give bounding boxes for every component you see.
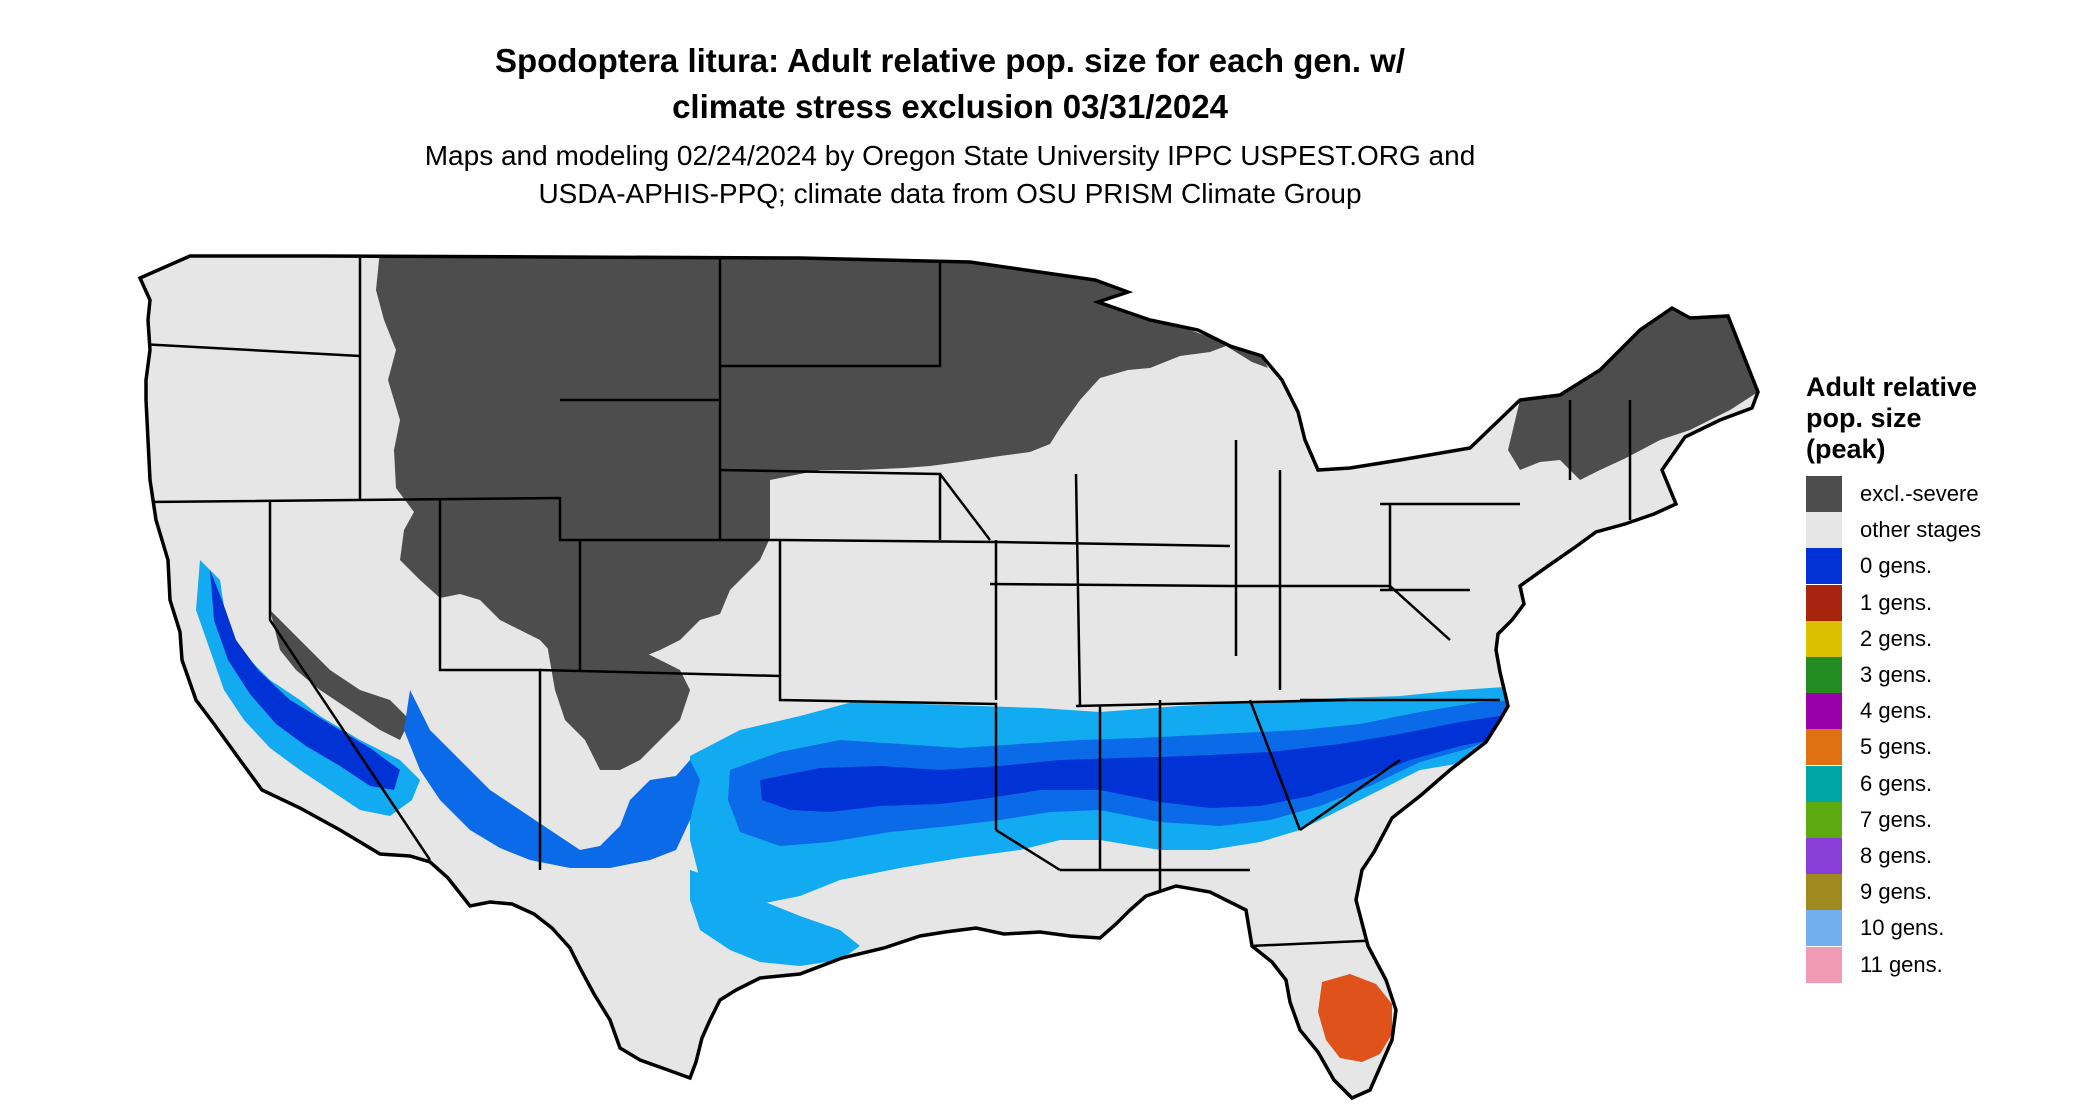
gens0-band-dark bbox=[760, 716, 1500, 812]
legend-title-line-1: Adult relative bbox=[1806, 372, 1978, 402]
us-map bbox=[138, 254, 1760, 1100]
legend-swatch bbox=[1806, 657, 1842, 693]
legend-label: 3 gens. bbox=[1860, 662, 1933, 687]
legend-label: excl.-severe bbox=[1860, 481, 1979, 506]
legend-swatch bbox=[1806, 838, 1842, 874]
legend-swatch bbox=[1806, 946, 1842, 983]
legend-swatch bbox=[1806, 801, 1842, 838]
gens0-california-dark bbox=[210, 570, 400, 790]
subtitle-line-2: USDA-APHIS-PPQ; climate data from OSU PR… bbox=[538, 178, 1362, 209]
legend-label: 7 gens. bbox=[1860, 806, 1933, 832]
exclusion-region-west bbox=[548, 580, 690, 770]
subtitle-line-1: Maps and modeling 02/24/2024 by Oregon S… bbox=[424, 140, 1476, 171]
map-subtitle: Maps and modeling 02/24/2024 by Oregon S… bbox=[0, 137, 1900, 213]
legend-swatch bbox=[1806, 476, 1842, 512]
legend-title: Adult relative pop. size (peak) bbox=[1806, 372, 1977, 465]
legend-swatch bbox=[1806, 584, 1842, 621]
legend-swatch bbox=[1806, 548, 1842, 585]
map-layers bbox=[140, 256, 1758, 1068]
exclusion-region-northeast bbox=[1508, 308, 1758, 480]
florida-orange-region bbox=[1318, 974, 1392, 1062]
legend-swatch bbox=[1806, 765, 1842, 802]
legend-label: 10 gens. bbox=[1860, 915, 1945, 941]
legend-label: 8 gens. bbox=[1860, 843, 1933, 868]
legend-label: 1 gens. bbox=[1860, 589, 1933, 615]
legend-title-line-2: pop. size bbox=[1806, 403, 1922, 433]
state-boundaries bbox=[140, 256, 1632, 948]
legend-label: 2 gens. bbox=[1860, 625, 1933, 651]
exclusion-region-north bbox=[376, 256, 1268, 686]
title-line-1: Spodoptera litura: Adult relative pop. s… bbox=[494, 42, 1406, 79]
legend-label: 5 gens. bbox=[1860, 734, 1933, 760]
legend-label: 11 gens. bbox=[1860, 951, 1943, 977]
legend-label: 4 gens. bbox=[1860, 698, 1933, 724]
legend-label: 0 gens. bbox=[1860, 553, 1933, 579]
legend-swatch bbox=[1806, 693, 1842, 730]
title-line-2: climate stress exclusion 03/31/2024 bbox=[672, 88, 1228, 125]
map-title: Spodoptera litura: Adult relative pop. s… bbox=[0, 38, 1900, 130]
legend-swatch bbox=[1806, 729, 1842, 766]
texas-orange-region bbox=[842, 1032, 904, 1068]
legend-label: other stages bbox=[1860, 517, 1982, 543]
gens0-southwest bbox=[404, 690, 700, 868]
gens0-texas bbox=[690, 870, 860, 966]
legend-label: 6 gens. bbox=[1860, 770, 1933, 796]
exclusion-region-nevada bbox=[270, 610, 410, 740]
legend-label: 9 gens. bbox=[1860, 879, 1933, 905]
legend-title-line-3: (peak) bbox=[1806, 434, 1886, 464]
legend-swatch bbox=[1806, 620, 1842, 657]
legend-swatch bbox=[1806, 910, 1842, 947]
legend-swatch bbox=[1806, 512, 1842, 549]
legend-swatch bbox=[1806, 874, 1842, 911]
